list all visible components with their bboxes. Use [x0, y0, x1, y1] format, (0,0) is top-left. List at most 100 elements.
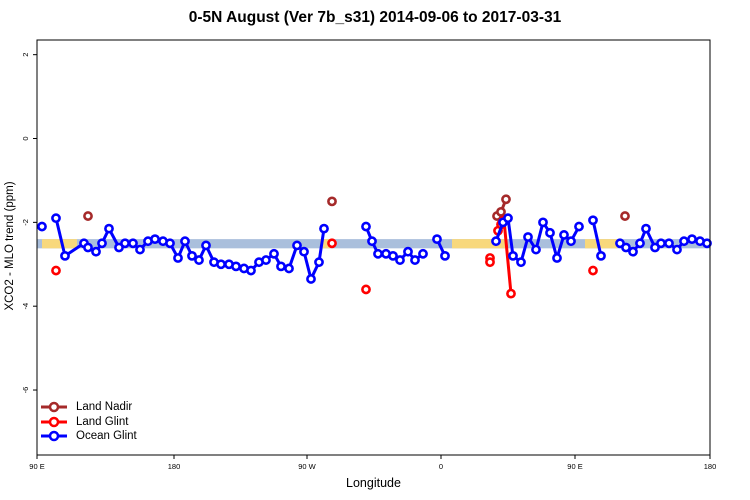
data-point-ocean-glint [491, 236, 501, 247]
data-point-ocean-glint [503, 213, 513, 224]
data-point-ocean-glint [150, 234, 160, 245]
x-tick-label: 180 [168, 462, 181, 471]
axes: 90 E 180 90 W 0 90 E 180 2 0 -2 -4 -6 [21, 39, 717, 471]
data-point-ocean-glint [641, 223, 651, 234]
data-point-ocean-glint [104, 223, 114, 234]
data-point-ocean-glint [388, 250, 398, 261]
data-point-ocean-glint [120, 238, 130, 249]
data-point-ocean-glint [299, 246, 309, 257]
data-point-ocean-glint [319, 223, 329, 234]
chart-title: 0-5N August (Ver 7b_s31) 2014-09-06 to 2… [188, 9, 562, 26]
data-point-ocean-glint [60, 250, 70, 261]
data-point-ocean-glint [523, 232, 533, 242]
data-point-ocean-glint [135, 244, 145, 255]
legend-swatch-land-nadir [41, 401, 67, 413]
data-point-ocean-glint [679, 236, 689, 247]
data-point-ocean-glint [432, 234, 442, 245]
data-point-ocean-glint [702, 238, 712, 249]
data-point-ocean-glint [246, 265, 256, 276]
data-point-land-nadir [501, 194, 511, 205]
data-point-land-nadir [327, 196, 337, 207]
data-point-ocean-glint [361, 221, 371, 232]
data-point-ocean-glint [165, 238, 175, 249]
data-point-land-glint [485, 257, 495, 268]
data-point-ocean-glint [672, 244, 682, 255]
y-axis-label: XCO2 - MLO trend (ppm) [4, 181, 16, 311]
data-point-ocean-glint [596, 250, 606, 261]
series-line-ocean-glint [591, 219, 603, 257]
data-point-ocean-glint [261, 255, 271, 265]
data-point-ocean-glint [574, 221, 584, 232]
plot-frame [36, 39, 711, 456]
legend-swatch-land-glint [41, 416, 67, 427]
legend-label-ocean-glint: Ocean Glint [76, 430, 137, 442]
x-tick-label: 0 [439, 462, 443, 471]
data-point-ocean-glint [201, 240, 211, 251]
data-point-ocean-glint [410, 255, 420, 265]
y-tick-label: 2 [21, 53, 30, 57]
data-point-ocean-glint [440, 250, 450, 261]
x-tick-label: 90 E [29, 462, 44, 471]
data-point-ocean-glint [508, 250, 518, 261]
data-point-land-nadir [83, 211, 93, 221]
data-point-land-nadir [620, 211, 630, 221]
data-point-ocean-glint [373, 248, 383, 259]
data-point-land-glint [588, 265, 598, 276]
reference-band-highlight [320, 239, 330, 249]
data-point-ocean-glint [545, 227, 555, 238]
y-tick-label: -4 [21, 303, 30, 310]
data-point-ocean-glint [552, 253, 562, 263]
x-tick-label: 90 E [567, 462, 582, 471]
data-point-ocean-glint [367, 236, 377, 247]
reference-band-highlight [42, 239, 77, 249]
x-axis-label: Longitude [346, 476, 401, 490]
data-point-ocean-glint [216, 259, 226, 270]
data-point-land-glint [361, 284, 371, 295]
data-point-ocean-glint [51, 213, 61, 224]
data-point-land-glint [51, 265, 61, 276]
data-point-ocean-glint [269, 248, 279, 259]
data-point-ocean-glint [284, 263, 294, 274]
data-point-ocean-glint [635, 238, 645, 249]
data-point-ocean-glint [687, 234, 697, 245]
data-point-ocean-glint [621, 242, 631, 253]
data-point-ocean-glint [292, 240, 302, 251]
data-point-land-glint [506, 288, 516, 299]
data-point-ocean-glint [37, 221, 47, 232]
data-point-ocean-glint [418, 248, 428, 259]
y-tick-label: -6 [21, 387, 30, 394]
data-point-ocean-glint [588, 215, 598, 226]
data-point-ocean-glint [531, 244, 541, 255]
x-tick-label: 180 [704, 462, 717, 471]
reference-band-highlight [452, 239, 507, 249]
data-point-ocean-glint [194, 255, 204, 265]
data-point-ocean-glint [656, 238, 666, 249]
data-point-ocean-glint [231, 261, 241, 272]
data-point-ocean-glint [628, 246, 638, 257]
data-point-ocean-glint [566, 236, 576, 247]
legend-label-land-glint: Land Glint [76, 415, 129, 428]
data-point-land-glint [327, 238, 337, 249]
y-tick-label: 0 [21, 136, 30, 140]
data-point-land-nadir [496, 206, 506, 217]
legend-label-land-nadir: Land Nadir [76, 401, 133, 413]
data-point-ocean-glint [128, 238, 138, 249]
data-point-ocean-glint [306, 274, 316, 284]
data-point-ocean-glint [97, 238, 107, 249]
data-point-ocean-glint [187, 250, 197, 261]
reference-band-highlight [585, 239, 617, 249]
data-point-ocean-glint [559, 230, 569, 240]
legend-swatch-ocean-glint [41, 430, 67, 442]
data-point-ocean-glint [395, 255, 405, 265]
data-point-ocean-glint [314, 257, 324, 268]
data-point-ocean-glint [664, 238, 674, 249]
data-point-ocean-glint [91, 246, 101, 257]
data-point-ocean-glint [180, 236, 190, 247]
data-point-ocean-glint [403, 246, 413, 257]
x-tick-label: 90 W [298, 462, 316, 471]
data-point-ocean-glint [173, 253, 183, 263]
data-point-ocean-glint [538, 217, 548, 228]
data-point-ocean-glint [83, 242, 93, 253]
data-point-ocean-glint [276, 261, 286, 272]
